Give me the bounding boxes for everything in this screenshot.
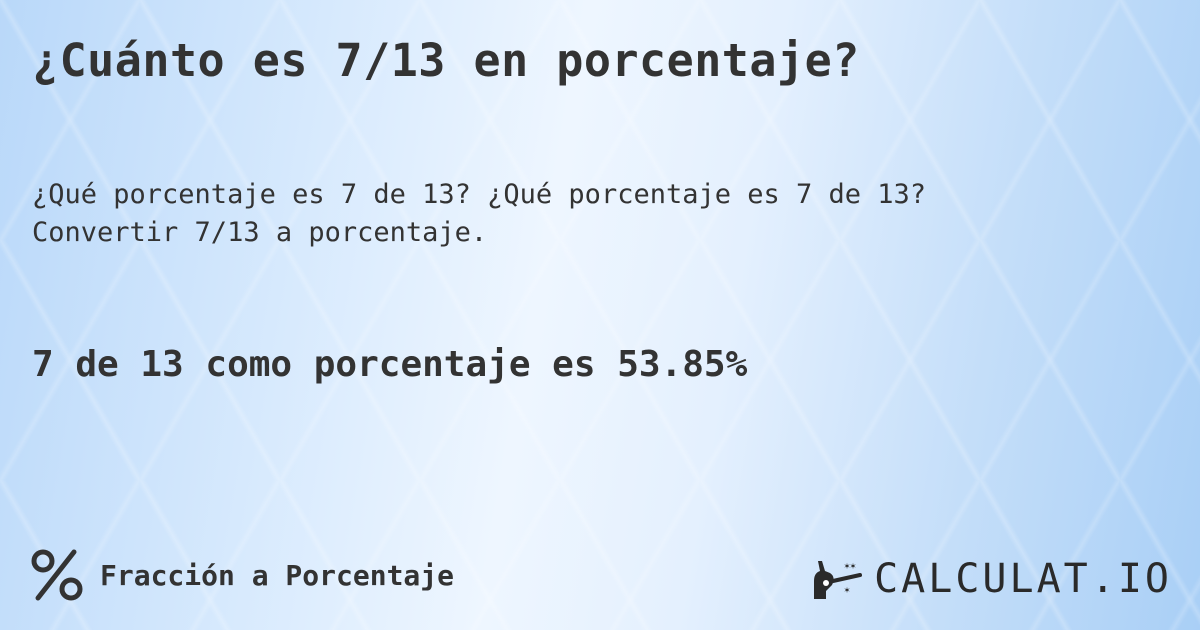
description-line: Convertir 7/13 a porcentaje. [32,217,488,248]
result-text: 7 de 13 como porcentaje es 53.85% [32,344,748,385]
category-link[interactable]: Fracción a Porcentaje [30,548,454,602]
category-label: Fracción a Porcentaje [100,558,455,592]
svg-text:✶✶: ✶✶ [844,561,856,572]
calculat-logo[interactable]: ✶✶ ✶ CALCULAT.IO [810,556,1172,602]
page-title: ¿Cuánto es 7/13 en porcentaje? [32,34,860,87]
svg-text:✶: ✶ [844,585,850,596]
percent-icon [31,549,83,601]
description-line: ¿Qué porcentaje es 7 de 13? ¿Qué porcent… [32,179,927,210]
description: ¿Qué porcentaje es 7 de 13? ¿Qué porcent… [32,176,926,252]
logo-text: CALCULAT.IO [874,556,1172,602]
magic-hand-icon: ✶✶ ✶ [814,561,863,599]
